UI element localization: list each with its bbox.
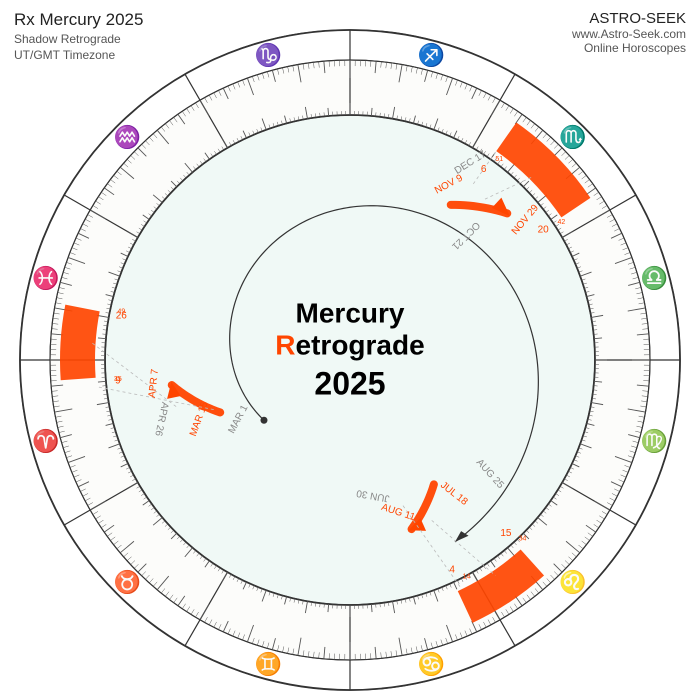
svg-text:♋: ♋ bbox=[418, 651, 445, 676]
svg-text:35: 35 bbox=[114, 376, 122, 383]
svg-text:♊: ♊ bbox=[255, 651, 282, 676]
svg-text:♑: ♑ bbox=[255, 43, 282, 68]
svg-text:♌: ♌ bbox=[559, 570, 586, 595]
svg-text:♍: ♍ bbox=[641, 429, 668, 454]
center-year: 2025 bbox=[275, 366, 424, 403]
svg-text:♈: ♈ bbox=[32, 429, 59, 454]
svg-text:14: 14 bbox=[463, 573, 471, 580]
svg-text:♓: ♓ bbox=[32, 265, 59, 290]
svg-text:♒: ♒ bbox=[114, 124, 141, 149]
svg-text:♉: ♉ bbox=[114, 570, 141, 595]
svg-text:42: 42 bbox=[557, 219, 565, 226]
center-line1: Mercury bbox=[275, 298, 424, 330]
center-line2: Retrograde bbox=[275, 330, 424, 362]
svg-text:♏: ♏ bbox=[559, 124, 586, 149]
svg-text:4: 4 bbox=[449, 564, 455, 575]
svg-text:51: 51 bbox=[495, 156, 503, 163]
svg-text:♎: ♎ bbox=[641, 265, 668, 290]
svg-text:♐: ♐ bbox=[418, 43, 445, 68]
svg-text:20: 20 bbox=[538, 225, 550, 236]
svg-text:6: 6 bbox=[481, 164, 487, 175]
svg-text:15: 15 bbox=[500, 528, 512, 539]
svg-text:34: 34 bbox=[519, 536, 527, 543]
svg-text:49: 49 bbox=[117, 309, 125, 316]
center-title: Mercury Retrograde 2025 bbox=[275, 298, 424, 403]
